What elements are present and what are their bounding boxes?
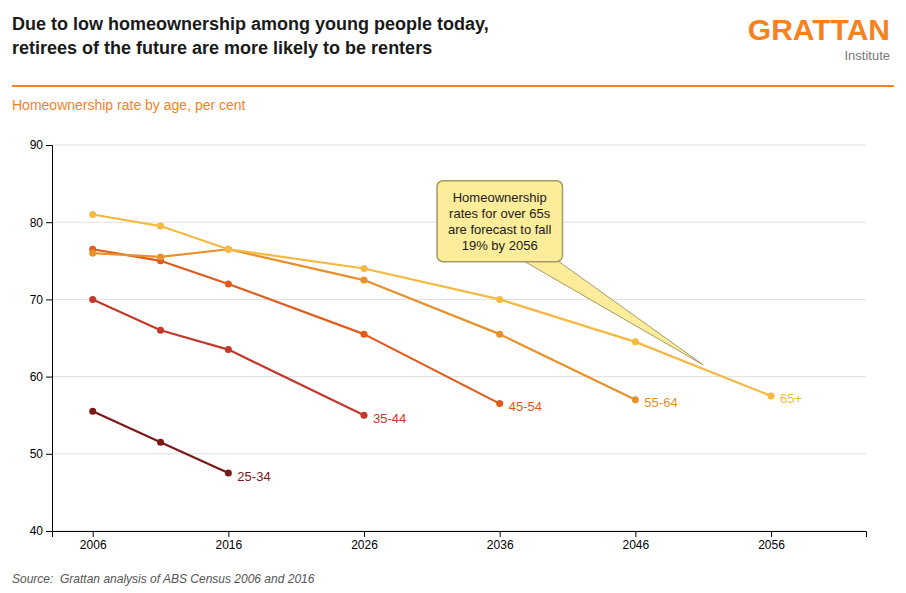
- x-tick-mark: [771, 531, 772, 537]
- annotation-box: [437, 181, 562, 262]
- series-label: 35-44: [373, 411, 406, 426]
- y-tick-label: 50: [30, 447, 44, 461]
- y-tick-label: 40: [30, 524, 44, 538]
- series-line: [93, 249, 500, 403]
- y-tick-mark: [46, 377, 52, 378]
- x-tick: 2016: [216, 531, 243, 552]
- source: Source: Grattan analysis of ABS Census 2…: [12, 572, 315, 586]
- annotation-line: rates for over 65s: [449, 206, 551, 221]
- separator: [12, 85, 894, 87]
- grid-line: [52, 453, 866, 454]
- series-point: [89, 408, 96, 415]
- x-tick: 2026: [351, 531, 378, 552]
- grid-line: [52, 145, 866, 146]
- x-tick: 2056: [758, 531, 785, 552]
- series-point: [225, 346, 232, 353]
- x-axis: 2006 2016 2026 2036 2046 2056: [53, 531, 867, 552]
- series-point: [632, 396, 639, 403]
- y-tick-label: 90: [30, 138, 44, 152]
- grid-line: [52, 376, 866, 377]
- y-tick-label: 80: [30, 216, 44, 230]
- y-tick: 60: [30, 370, 52, 384]
- marks: [89, 211, 774, 477]
- x-tick-mark: [500, 531, 501, 537]
- series-line: [93, 214, 771, 395]
- grid: [52, 145, 866, 531]
- y-tick: 70: [30, 293, 52, 307]
- plot: 2006 2016 2026 2036 2046 2056 40 50 60 70 80 90 25-3…: [30, 138, 867, 551]
- subtitle: Homeownership rate by age, per cent: [12, 97, 246, 113]
- annotation-line: 19% by 2056: [462, 238, 538, 253]
- x-tick: 2046: [623, 531, 650, 552]
- series-line: [93, 299, 364, 415]
- x-tick-label: 2056: [758, 538, 785, 552]
- series-label: 65+: [780, 391, 802, 406]
- x-tick-mark: [228, 531, 229, 537]
- y-tick-mark: [46, 145, 52, 146]
- series-labels: 25-34 35-44 45-54 55-64 65+: [237, 391, 802, 483]
- x-tick-label: 2036: [487, 538, 514, 552]
- series-point: [768, 392, 775, 399]
- y-axis: 40 50 60 70 80 90: [30, 138, 53, 538]
- series-point: [361, 277, 368, 284]
- series-point: [89, 250, 96, 257]
- title-line: Due to low homeownership among young peo…: [12, 14, 489, 34]
- series-point: [496, 400, 503, 407]
- series-point: [361, 331, 368, 338]
- series-point: [496, 331, 503, 338]
- series-point: [225, 246, 232, 253]
- annotation: Homeownershiprates for over 65sare forec…: [437, 181, 703, 365]
- y-axis-line: [46, 146, 53, 532]
- title: Due to low homeownership among young peo…: [12, 14, 489, 58]
- annotation-tail: [520, 259, 704, 365]
- series-point: [225, 280, 232, 287]
- x-tick-mark: [635, 531, 636, 537]
- series-point: [157, 439, 164, 446]
- series-label: 25-34: [237, 469, 270, 484]
- x-tick-mark: [364, 531, 365, 537]
- series-point: [361, 265, 368, 272]
- series-label: 45-54: [509, 399, 542, 414]
- series-point: [157, 223, 164, 230]
- y-tick-label: 70: [30, 293, 44, 307]
- y-tick: 50: [30, 447, 52, 461]
- series-label: 55-64: [644, 395, 677, 410]
- series-point: [496, 296, 503, 303]
- x-tick: 2006: [80, 531, 107, 552]
- series-point: [225, 470, 232, 477]
- y-tick: 40: [30, 524, 52, 538]
- x-tick-label: 2026: [351, 538, 378, 552]
- y-tick-mark: [46, 531, 52, 532]
- x-axis-line: [53, 532, 867, 538]
- x-tick: 2036: [487, 531, 514, 552]
- x-tick-label: 2016: [216, 538, 243, 552]
- x-tick-label: 2046: [623, 538, 650, 552]
- series-line: [93, 411, 229, 473]
- annotation-line: are forecast to fall: [448, 222, 551, 237]
- series-point: [632, 338, 639, 345]
- series-point: [361, 412, 368, 419]
- y-tick: 80: [30, 216, 52, 230]
- grid-line: [52, 299, 866, 300]
- chart: Due to low homeownership among young peo…: [0, 0, 906, 593]
- title-line: retirees of the future are more likely t…: [12, 38, 432, 58]
- y-tick-mark: [46, 454, 52, 455]
- annotation-text: Homeownershiprates for over 65sare forec…: [448, 190, 551, 253]
- logo-subtext: Institute: [844, 48, 890, 63]
- x-tick-label: 2006: [80, 538, 107, 552]
- series-point: [157, 327, 164, 334]
- x-tick-mark: [93, 531, 94, 537]
- series-point: [157, 253, 164, 260]
- y-tick-mark: [46, 299, 52, 300]
- y-tick-mark: [46, 222, 52, 223]
- series-point: [89, 211, 96, 218]
- y-tick: 90: [30, 138, 52, 152]
- series-point: [89, 296, 96, 303]
- y-tick-label: 60: [30, 370, 44, 384]
- annotation-line: Homeownership: [453, 190, 547, 205]
- series-point: [225, 246, 232, 253]
- logo: GRATTAN: [748, 13, 890, 46]
